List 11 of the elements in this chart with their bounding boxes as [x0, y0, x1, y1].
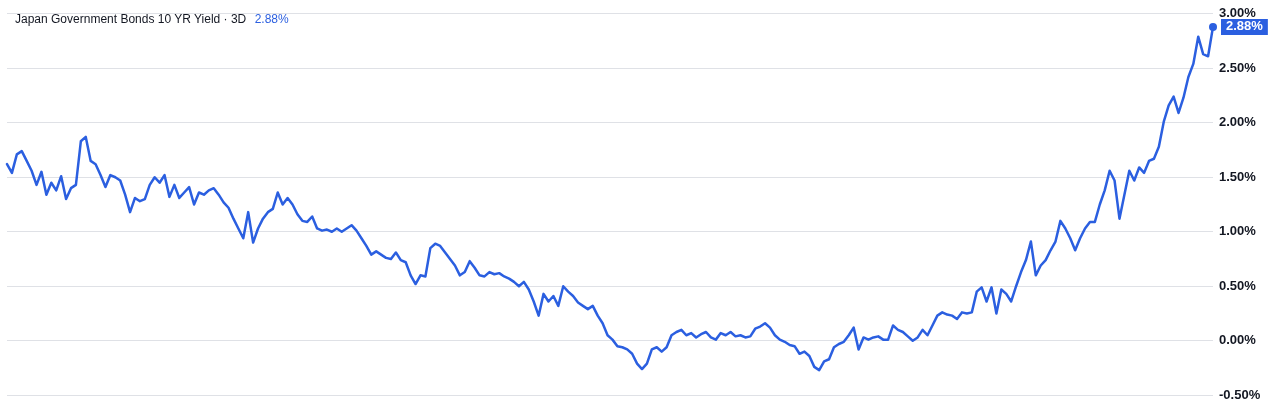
y-tick-label: -0.50% [1219, 386, 1261, 402]
data-label: 2.88% [1226, 18, 1264, 34]
chart-subtitle: 2.88% [254, 12, 290, 27]
chart-title: Japan Government Bonds 10 YR Yield · 3D [15, 12, 247, 27]
y-tick-label: 2.50% [1219, 59, 1257, 75]
y-tick-label: 0.00% [1219, 332, 1257, 348]
y-tick-label: 3.00% [1219, 5, 1257, 21]
y-tick-label: 0.50% [1219, 277, 1257, 293]
y-tick-label: 1.00% [1219, 223, 1257, 239]
y-tick-label: 1.50% [1219, 168, 1257, 184]
y-tick-label: 2.00% [1219, 114, 1257, 130]
